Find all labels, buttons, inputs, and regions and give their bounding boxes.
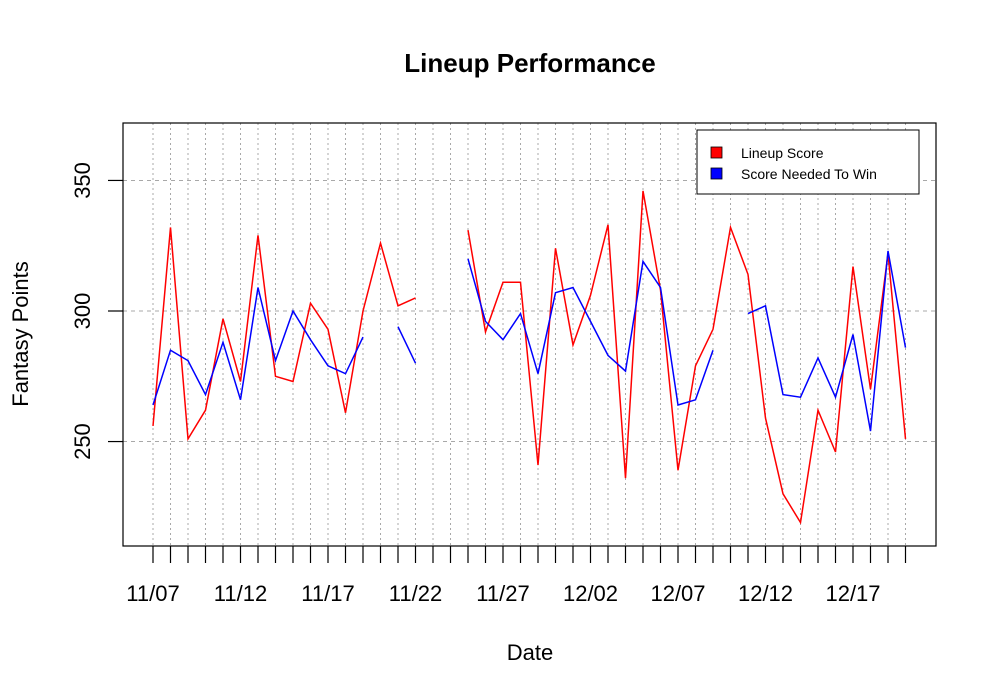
x-axis-label: Date [507,640,553,665]
x-axis: 11/07 11/12 11/17 11/22 11/27 12/02 12/07 12/12… [126,546,907,606]
legend: Lineup Score Score Needed To Win [696,129,920,195]
y-tick-label: 350 [70,162,95,199]
legend-swatch-score-needed-to-win [710,167,723,180]
y-axis: 250 300 350 [70,162,123,460]
legend-swatch-lineup-score [710,146,723,159]
x-tick-label: 11/17 [301,581,354,606]
y-axis-label: Fantasy Points [8,261,33,407]
legend-label-lineup-score: Lineup Score [741,145,824,161]
data-series [152,190,907,525]
series-line-lineup-score [467,190,907,525]
series-line-score-needed-to-win [397,326,417,364]
x-tick-label: 11/27 [476,581,529,606]
series-line-score-needed-to-win [747,250,907,432]
legend-box [696,129,920,195]
series-line-lineup-score [152,227,416,442]
series-line-score-needed-to-win [152,287,364,406]
y-tick-label: 250 [70,423,95,460]
x-tick-label: 12/07 [650,581,705,606]
plot-frame [122,122,937,547]
x-tick-label: 12/12 [738,581,793,606]
y-tick-label: 300 [70,293,95,330]
x-tick-label: 11/07 [126,581,179,606]
x-tick-label: 11/12 [214,581,267,606]
series-line-score-needed-to-win [467,258,714,406]
chart-title: Lineup Performance [404,48,655,78]
legend-label-score-needed-to-win: Score Needed To Win [741,166,877,182]
x-tick-label: 11/22 [389,581,442,606]
x-tick-label: 12/02 [563,581,618,606]
x-tick-label: 12/17 [825,581,880,606]
